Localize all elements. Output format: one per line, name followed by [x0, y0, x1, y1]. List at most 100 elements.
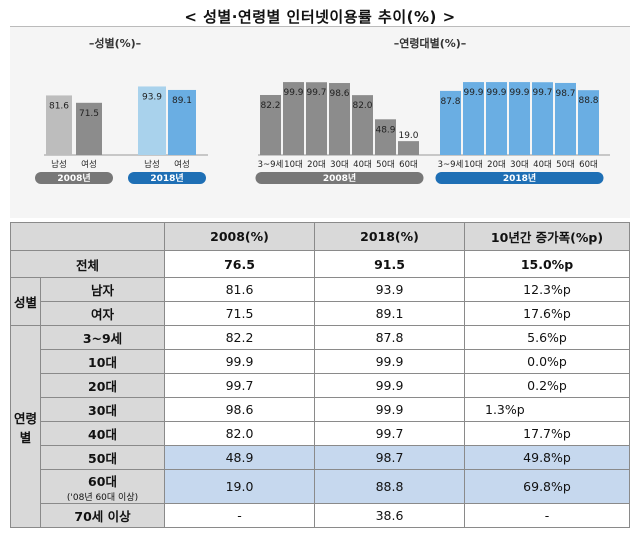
value-2018: 93.9: [314, 277, 465, 302]
bar: [463, 82, 484, 155]
bar: [486, 82, 507, 155]
value-diff: 0.0%p: [464, 349, 630, 374]
value-diff: 1.3%p: [464, 397, 630, 422]
x-tick-label: 10대: [464, 160, 483, 170]
bar-value-label: 81.6: [49, 101, 69, 111]
x-tick-label: 30대: [330, 160, 349, 170]
bar-value-label: 87.8: [440, 97, 460, 107]
x-tick-label: 3~9세: [438, 160, 464, 170]
header-diff: 10년간 증가폭(%p): [464, 222, 630, 251]
value-2018: 87.8: [314, 325, 465, 350]
year-badge-label: 2008년: [323, 172, 356, 184]
bar-value-label: 99.7: [306, 88, 326, 98]
bar-value-label: 99.9: [463, 88, 483, 98]
value-2008: 98.6: [164, 397, 315, 422]
bar: [440, 90, 461, 155]
x-tick-label: 20대: [307, 160, 326, 170]
x-tick-label: 여성: [174, 159, 190, 170]
x-tick-label: 여성: [81, 159, 97, 170]
bar: [168, 89, 196, 155]
bar-value-label: 82.2: [260, 101, 280, 111]
x-tick-label: 30대: [510, 160, 529, 170]
year-badge-label: 2008년: [57, 172, 90, 184]
bar-charts: –성별(%)– 81.6 남성 71.5 여성 2008년 93.9 남성 89.1 여성 2018…: [35, 36, 610, 184]
table-row: 70세 이상 - 38.6 -: [11, 503, 630, 528]
value-diff: 5.6%p: [464, 325, 630, 350]
table-row: 40대 82.0 99.7 17.7%p: [11, 421, 630, 446]
page-title: < 성별·연령별 인터넷이용률 추이(%) >: [184, 8, 456, 26]
value-2008: 82.2: [164, 325, 315, 350]
bar: [555, 82, 576, 155]
bar-value-label: 71.5: [79, 109, 99, 119]
x-tick-label: 50대: [376, 160, 395, 170]
table-row: 성별 남자 81.6 93.9 12.3%p: [10, 277, 630, 326]
year-badge: [255, 172, 424, 184]
bar: [532, 82, 553, 155]
value-diff: 12.3%p: [464, 277, 630, 302]
year-badge-label: 2018년: [150, 172, 183, 184]
x-tick-label: 남성: [144, 160, 160, 170]
value-2018: 99.9: [314, 349, 465, 374]
row-label: 70세 이상: [40, 503, 165, 528]
group-label-age-line2: 별: [19, 429, 32, 445]
chart-panel: –성별(%)– 81.6 남성 71.5 여성 2008년 93.9 남성 89.1 여성 2018…: [10, 26, 630, 218]
row-label: 전체: [10, 250, 165, 278]
bar-value-label: 99.7: [532, 88, 552, 98]
value-2008: -: [164, 503, 315, 528]
value-2008: 99.7: [164, 373, 315, 398]
value-diff: 0.2%p: [464, 373, 630, 398]
bar-value-label: 88.8: [578, 96, 598, 106]
table-row: 여자 71.5 89.1 17.6%p: [11, 301, 630, 326]
bar: [329, 83, 350, 155]
header-blank: [10, 222, 165, 251]
x-tick-label: 20대: [487, 160, 506, 170]
x-tick-label: 40대: [353, 160, 372, 170]
row-label: 여자: [40, 301, 165, 326]
table-row: 연령 별 3~9세 82.2 87.8 5.6%p: [10, 325, 630, 528]
bar: [138, 86, 166, 155]
table-row: 20대 99.7 99.9 0.2%p: [11, 373, 630, 398]
row-label: 남자: [40, 277, 165, 302]
bar: [398, 141, 419, 155]
row-label: 50대: [40, 445, 165, 470]
value-2018: 99.9: [314, 373, 465, 398]
table-row: 30대 98.6 99.9 1.3%p: [11, 397, 630, 422]
bar: [283, 82, 304, 155]
value-2018: 88.8: [314, 469, 465, 504]
x-tick-label: 40대: [533, 160, 552, 170]
bar: [76, 102, 102, 155]
x-tick-label: 남성: [51, 160, 67, 170]
row-label: 30대: [40, 397, 165, 422]
bar: [260, 94, 281, 155]
row-label: 3~9세: [40, 325, 165, 350]
group-label-age: 연령 별: [10, 325, 41, 528]
header-2008: 2008(%): [164, 222, 315, 251]
x-tick-label: 60대: [399, 160, 418, 170]
year-badge: [435, 172, 604, 184]
value-2018: 99.9: [314, 397, 465, 422]
x-tick-label: 60대: [579, 160, 598, 170]
bar-value-label: 19.0: [398, 131, 418, 141]
bar-value-label: 98.6: [329, 89, 349, 99]
bar: [578, 90, 599, 155]
year-badge: [128, 172, 206, 184]
row-label: 40대: [40, 421, 165, 446]
value-2008: 82.0: [164, 421, 315, 446]
value-diff: 49.8%p: [464, 445, 630, 470]
year-badge: [35, 172, 113, 184]
table-row-total: 전체 76.5 91.5 15.0%p: [10, 250, 630, 278]
value-diff: 17.6%p: [464, 301, 630, 326]
usage-rate-table: 2008(%) 2018(%) 10년간 증가폭(%p) 전체 76.5 91.…: [10, 222, 630, 528]
value-2018: 89.1: [314, 301, 465, 326]
group-label-age-line1: 연령: [13, 410, 37, 426]
row-label: 10대: [40, 349, 165, 374]
bar: [509, 82, 530, 155]
table-header-row: 2008(%) 2018(%) 10년간 증가폭(%p): [10, 222, 630, 251]
table-row-highlighted: 60대 ('08년 60대 이상) 19.0 88.8 69.8%p: [11, 469, 630, 504]
value-2008: 81.6: [164, 277, 315, 302]
value-diff: -: [464, 503, 630, 528]
bar-value-label: 93.9: [142, 92, 162, 102]
chart-title: –연령대별(%)–: [394, 36, 467, 50]
value-2018: 98.7: [314, 445, 465, 470]
x-tick-label: 10대: [284, 160, 303, 170]
